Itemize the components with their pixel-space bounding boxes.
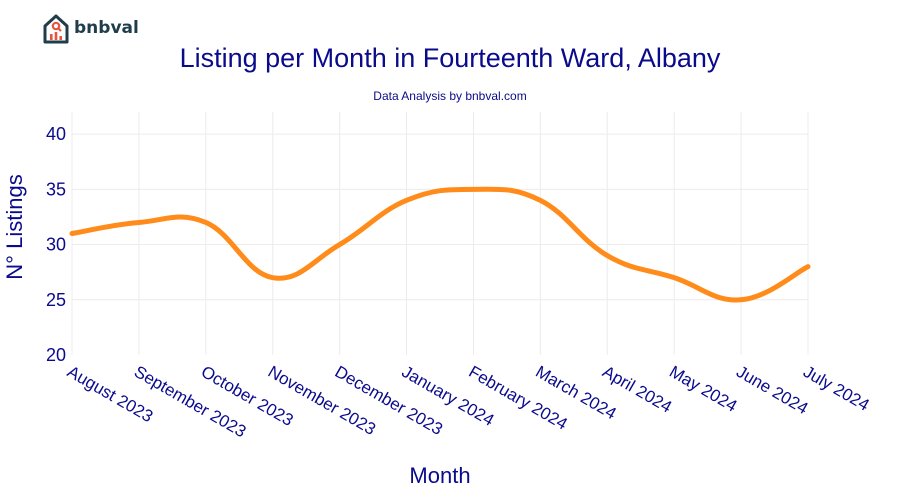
brand-name: bnbval <box>74 18 139 38</box>
y-tick-label: 40 <box>46 124 66 144</box>
data-point <box>337 242 342 247</box>
y-tick-label: 30 <box>46 235 66 255</box>
data-point <box>671 275 677 280</box>
house-chart-icon <box>43 14 69 44</box>
data-point <box>69 231 75 236</box>
y-tick-label: 20 <box>46 345 66 365</box>
brand-logo: bnbval <box>42 12 139 44</box>
data-point <box>404 198 409 203</box>
data-point <box>471 187 476 192</box>
x-tick-label: June 2024 <box>733 362 811 418</box>
data-point <box>805 264 811 269</box>
y-axis-label: N° Listings <box>2 174 27 279</box>
chart-title: Listing per Month in Fourteenth Ward, Al… <box>179 43 721 73</box>
chart-subtitle: Data Analysis by bnbval.com <box>373 89 527 103</box>
x-axis-label: Month <box>409 463 470 488</box>
data-point <box>738 297 744 302</box>
y-tick-label: 35 <box>46 179 66 199</box>
x-tick-label: July 2024 <box>800 362 873 415</box>
x-tick-label: May 2024 <box>666 362 740 416</box>
x-tick-label: September 2023 <box>131 362 249 441</box>
data-point <box>605 253 610 258</box>
data-point <box>270 275 275 280</box>
y-tick-label: 25 <box>46 290 66 310</box>
data-point <box>203 220 209 225</box>
data-point <box>136 220 142 225</box>
data-point <box>538 198 543 203</box>
